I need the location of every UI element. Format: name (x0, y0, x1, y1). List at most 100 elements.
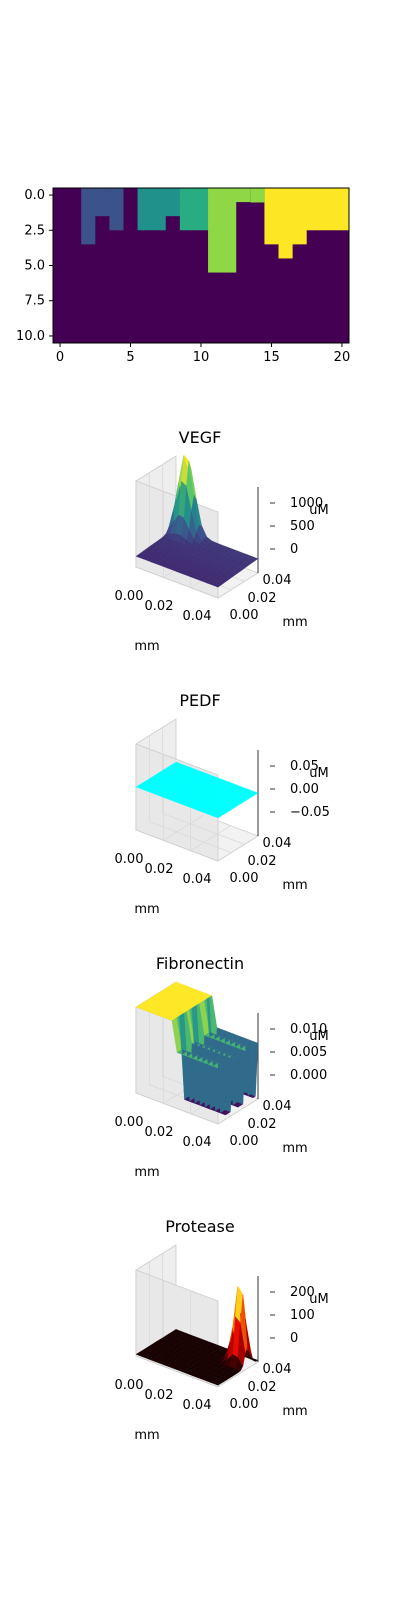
heatmap-x-tick-label: 15 (263, 350, 280, 365)
heatmap-cell (278, 300, 294, 316)
heatmap-cell (53, 272, 68, 288)
heatmap-cell (236, 328, 251, 344)
heatmap-cell (292, 314, 308, 330)
z-tick-label: 1000 (290, 496, 323, 511)
heatmap-cell (123, 272, 138, 288)
surface-facet (249, 556, 259, 561)
heatmap-cell (67, 230, 82, 245)
heatmap-cell (179, 328, 195, 344)
heatmap-cell (137, 300, 153, 316)
heatmap-cell (179, 300, 195, 316)
axes3d: 0.000.020.04 0.000.020.04−0.050.000.05mmm… (115, 718, 330, 917)
heatmap-cell (208, 188, 223, 203)
heatmap-cell (208, 216, 223, 231)
x-tick-label: 0.04 (183, 609, 212, 624)
y-axis-label: mm (282, 615, 307, 630)
heatmap-cell (123, 314, 138, 330)
heatmap-cell (236, 216, 251, 231)
x-tick-label: 0.02 (145, 862, 174, 877)
heatmap-cell (81, 300, 96, 316)
z-tick-label: 0.05 (290, 759, 319, 774)
x-tick-label: 0.00 (115, 1378, 144, 1393)
z-axis-label: uM (309, 766, 328, 781)
heatmap-cell (109, 202, 124, 217)
heatmap-cell (264, 188, 279, 203)
z-tick-label: 0.005 (290, 1045, 327, 1060)
heatmap-cell (95, 314, 110, 330)
heatmap-cell (320, 314, 336, 330)
heatmap-cell (53, 244, 68, 259)
heatmap-cell (81, 328, 96, 344)
protease-title: Protease (165, 1217, 234, 1236)
grid-line (163, 814, 204, 841)
heatmap-cell (137, 188, 153, 203)
heatmap-cell (53, 188, 68, 203)
heatmap-cell (208, 328, 223, 344)
heatmap-cell (306, 202, 322, 217)
heatmap-y-tick-label: 2.5 (24, 223, 45, 238)
heatmap-cell (320, 188, 336, 203)
heatmap-cell (306, 258, 322, 273)
heatmap-cell (334, 202, 350, 217)
heatmap-cell (53, 230, 68, 245)
heatmap-cell (123, 188, 138, 203)
heatmap-cell (222, 314, 237, 330)
grid-line (190, 825, 231, 852)
y-tick-label: 0.04 (263, 573, 292, 588)
heatmap-cell (179, 216, 195, 231)
heatmap-cell (208, 244, 223, 259)
heatmap-cell (123, 258, 138, 273)
y-tick-label: 0.02 (248, 1117, 277, 1132)
heatmap-cell (109, 328, 124, 344)
heatmap-cell (151, 244, 167, 259)
heatmap-cell (81, 272, 96, 288)
heatmap-cell (236, 230, 251, 245)
heatmap-cell (95, 216, 110, 231)
y-tick-label: 0.00 (230, 1134, 259, 1149)
heatmap-cell (278, 244, 294, 259)
heatmap-cell (222, 244, 237, 259)
heatmap-cell (67, 314, 82, 330)
heatmap-cell (264, 314, 279, 330)
heatmap-cell (193, 230, 209, 245)
heatmap-cell (334, 328, 350, 344)
heatmap-cell (179, 272, 195, 288)
heatmap-cell (292, 286, 308, 302)
x-tick-label: 0.04 (183, 1135, 212, 1150)
heatmap-x-tick-label: 10 (193, 350, 210, 365)
heatmap-cell (264, 202, 279, 217)
heatmap-cell (250, 286, 265, 302)
heatmap-cell (292, 216, 308, 231)
heatmap-cell (264, 272, 279, 288)
heatmap-cell (250, 300, 265, 316)
z-tick-label: 200 (290, 1285, 315, 1300)
heatmap-cell (264, 328, 279, 344)
heatmap-cell (222, 328, 237, 344)
heatmap-cell (179, 202, 195, 217)
heatmap-cell (236, 272, 251, 288)
heatmap-cell (334, 300, 350, 316)
heatmap-y-ticks: 0.0 2.5 5.0 7.5 10.0 (16, 188, 53, 344)
heatmap-cell (278, 314, 294, 330)
heatmap-cell (95, 286, 110, 302)
heatmap-cell (264, 216, 279, 231)
heatmap-y-tick-label: 10.0 (16, 329, 45, 344)
heatmap-y-tick-label: 0.0 (24, 188, 45, 203)
heatmap-cell (306, 188, 322, 203)
heatmap-cell (250, 188, 265, 203)
z-tick-label: 0 (290, 542, 298, 557)
heatmap-cell (208, 286, 223, 302)
heatmap-cell (151, 272, 167, 288)
heatmap-cell (165, 300, 181, 316)
heatmap-cell (320, 328, 336, 344)
heatmap-cell (306, 244, 322, 259)
heatmap-cell (109, 244, 124, 259)
heatmap-cell (193, 300, 209, 316)
y-tick-label: 0.00 (230, 608, 259, 623)
heatmap-cell (123, 202, 138, 217)
heatmap-cell (292, 188, 308, 203)
heatmap-cell (67, 300, 82, 316)
heatmap-cell (222, 216, 237, 231)
heatmap-cell (53, 328, 68, 344)
